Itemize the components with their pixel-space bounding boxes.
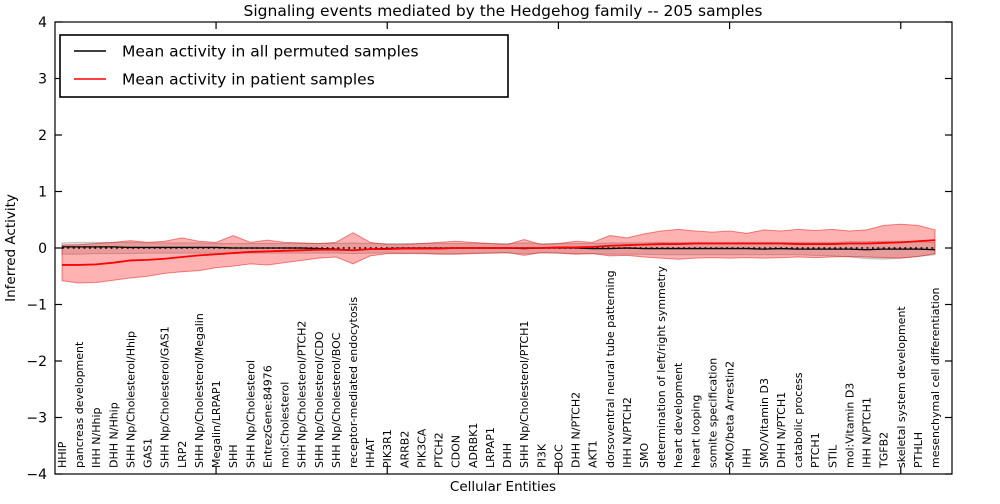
y-tick-label: 2 — [38, 128, 47, 144]
x-tick-label: mesenchymal cell differentiation — [929, 287, 942, 468]
x-tick-label: dorsoventral neural tube patterning — [604, 270, 617, 468]
x-tick-label: BOC — [552, 444, 565, 468]
confidence-bands — [61, 223, 936, 284]
x-category-labels: HHIP pancreas development IHH N/Hhip DHH N/… — [56, 266, 942, 469]
x-tick-label: SMO/beta Arrestin2 — [724, 361, 737, 468]
x-tick-label: PIK3R1 — [381, 429, 394, 468]
y-tick-label: −1 — [26, 298, 47, 314]
x-tick-label: SMO — [638, 443, 651, 468]
x-tick-label: heart development — [672, 362, 685, 468]
x-tick-label: mol:Vitamin D3 — [843, 383, 856, 468]
x-tick-label: mol:Cholesterol — [279, 382, 292, 468]
x-tick-label: GAS1 — [142, 438, 155, 468]
x-tick-label: SHH Np/Cholesterol/Megalin — [193, 313, 206, 468]
x-tick-label: TGFB2 — [878, 432, 891, 469]
legend-label-permuted: Mean activity in all permuted samples — [122, 43, 419, 61]
x-tick-label: LRP2 — [176, 441, 189, 468]
x-tick-label: HHAT — [364, 438, 377, 468]
x-tick-label: heart looping — [689, 395, 702, 468]
permuted-band — [61, 240, 936, 260]
x-tick-label: PTCH2 — [433, 432, 446, 468]
x-tick-label: ARRB2 — [398, 431, 411, 468]
x-tick-label: skeletal system development — [895, 306, 908, 468]
x-tick-label: somite specification — [706, 358, 719, 468]
chart-title: Signaling events mediated by the Hedgeho… — [244, 2, 763, 20]
x-axis-label: Cellular Entities — [450, 479, 556, 495]
x-tick-label: determination of left/right symmetry — [655, 266, 668, 468]
x-tick-label: AKT1 — [587, 440, 600, 468]
x-tick-label: IHH — [741, 448, 754, 468]
x-tick-label: SHH Np/Cholesterol — [244, 360, 257, 468]
y-tick-label: −4 — [26, 467, 47, 483]
patient-mean-line — [62, 239, 936, 266]
legend-box — [59, 34, 509, 98]
patient-band — [61, 223, 936, 284]
x-tick-label: HHIP — [56, 441, 69, 468]
x-tick-label: LRPAP1 — [484, 427, 497, 468]
y-tick-labels: 4 3 2 1 0 −1 −2 −3 −4 — [26, 15, 47, 483]
x-tick-label: SMO/Vitamin D3 — [758, 378, 771, 468]
legend-label-patient: Mean activity in patient samples — [122, 71, 375, 89]
y-tick-label: −2 — [26, 354, 47, 370]
x-tick-label: SHH Np/Cholesterol/PTCH1 — [518, 321, 531, 468]
legend-item-patient: Mean activity in patient samples — [74, 71, 375, 89]
x-tick-label: IHH N/PTCH2 — [621, 397, 634, 468]
x-tick-label: DHH N/Hhip — [107, 402, 120, 468]
x-tick-label: Megalin/LRPAP1 — [210, 380, 223, 468]
x-tick-label: receptor-mediated endocytosis — [347, 297, 360, 468]
x-tick-label: PIK3CA — [415, 428, 428, 468]
x-tick-label: PTCH1 — [809, 432, 822, 468]
x-tick-label: PI3K — [535, 443, 548, 468]
y-tick-label: 4 — [38, 15, 47, 31]
x-tick-label: ADRBK1 — [467, 423, 480, 468]
x-tick-label: CDON — [450, 435, 463, 468]
y-axis-label: Inferred Activity — [3, 194, 19, 302]
x-tick-label: SHH Np/Cholesterol/BOC — [330, 332, 343, 468]
y-tick-label: 1 — [38, 185, 47, 201]
x-tick-label: DHH N/PTCH1 — [775, 392, 788, 468]
x-tick-label: SHH Np/Cholesterol/CDO — [313, 331, 326, 468]
y-tick-label: 0 — [38, 241, 47, 257]
legend-item-permuted: Mean activity in all permuted samples — [74, 43, 419, 61]
x-tick-label: catabolic process — [792, 372, 805, 468]
x-tick-label: DHH — [501, 443, 514, 468]
x-tick-label: IHH N/Hhip — [90, 407, 103, 468]
x-tick-label: STIL — [826, 444, 839, 468]
x-tick-label: IHH N/PTCH1 — [861, 397, 874, 468]
x-tick-label: SHH Np/Cholesterol/Hhip — [124, 331, 137, 468]
x-tick-label: DHH N/PTCH2 — [570, 392, 583, 468]
plot-frame — [54, 21, 953, 475]
x-tick-label: SHH — [227, 444, 240, 468]
legend: Mean activity in all permuted samples Me… — [59, 34, 509, 98]
x-tick-label: PTHLH — [912, 432, 925, 468]
y-tick-label: −3 — [26, 411, 47, 427]
x-tick-label: EntrezGene:84976 — [261, 365, 274, 468]
x-tick-label: SHH Np/Cholesterol/GAS1 — [159, 326, 172, 468]
mean-lines — [62, 239, 936, 266]
x-tick-label: SHH Np/Cholesterol/PTCH2 — [296, 321, 309, 468]
x-tick-label: pancreas development — [73, 341, 86, 468]
y-tick-label: 3 — [38, 72, 47, 88]
